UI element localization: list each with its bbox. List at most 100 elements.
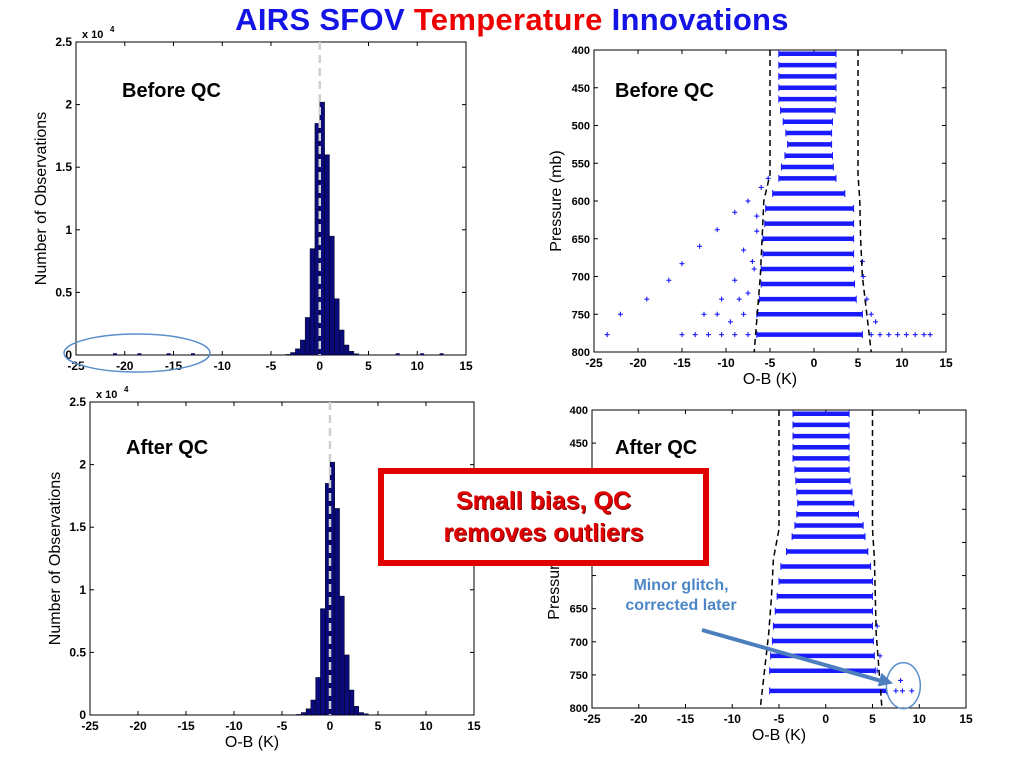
scatter-point: [736, 296, 742, 302]
scatter-point: [719, 332, 725, 338]
y-tick-label: 600: [572, 196, 590, 208]
scatter-point: [921, 332, 927, 338]
histogram-bar: [363, 713, 369, 716]
scatter-point: [909, 688, 915, 694]
callout-line-1: Small bias, QC: [455, 487, 632, 515]
histogram-bar: [304, 317, 311, 356]
title-part-3: Innovations: [611, 2, 789, 37]
scatter-point: [864, 296, 870, 302]
y-tick-label: 1: [65, 223, 72, 237]
glitch-highlight-ellipse: [885, 661, 922, 710]
scatter-point: [732, 277, 738, 283]
histogram-bar: [353, 353, 359, 356]
x-tick-label: -15: [677, 712, 695, 726]
x-tick-label: -20: [629, 356, 647, 370]
scatter-point: [679, 261, 685, 267]
x-tick-label: 0: [316, 359, 323, 373]
y-tick-label: 0.5: [69, 645, 86, 659]
y-tick-label: 650: [572, 234, 590, 246]
y-tick-label: 2.5: [55, 35, 72, 49]
annotation-note: Minor glitch, corrected later: [600, 576, 762, 616]
histogram-bar: [296, 714, 302, 716]
x-tick-label: 5: [375, 719, 382, 733]
histogram-bar: [358, 712, 364, 716]
y-tick-label: 400: [572, 45, 590, 57]
y-tick-label: 2: [79, 458, 86, 472]
y-tick-label: 400: [570, 405, 588, 417]
scatter-point: [874, 623, 880, 629]
histogram-bar: [349, 689, 355, 716]
histogram-bar: [300, 339, 306, 356]
scatter-point: [899, 688, 905, 694]
y-tick-label: 0: [79, 708, 86, 722]
x-tick-label: -10: [717, 356, 735, 370]
scatter-point: [701, 311, 707, 317]
scatter-point: [903, 332, 909, 338]
scatter-point: [751, 266, 757, 272]
histogram-bar: [339, 329, 345, 356]
scatter-point: [877, 332, 883, 338]
page-title: AIRS SFOV Temperature Innovations: [0, 2, 1024, 38]
annotation-line-1: Minor glitch,: [633, 577, 729, 594]
histogram-bar: [348, 351, 355, 356]
scatter-point: [666, 277, 672, 283]
panel-label: Before QC: [122, 80, 221, 102]
annotation-line-2: corrected later: [625, 597, 737, 614]
histogram-bar: [329, 235, 335, 356]
x-tick-label: -25: [81, 719, 99, 733]
x-tick-label: -5: [765, 356, 776, 370]
scatter-point: [912, 332, 918, 338]
y-tick-label: 700: [572, 272, 590, 284]
chart-panel-2: -25 -20 -15 -10 -5 0 5 10 15 400 450 500 550 600 650 70…: [548, 45, 953, 388]
y-tick-label: 0: [65, 348, 72, 362]
histogram-bar: [315, 677, 321, 716]
scatter-point: [927, 332, 933, 338]
envelope-right-line: [857, 50, 872, 353]
chart-panel-3: -25 -20 -15 -10 -5 0 5 10 15 0 0.5 1 1.5 2 2.5 Number o…: [47, 385, 481, 751]
y-multiplier-exponent: 4: [124, 385, 129, 394]
y-axis-label: Pressure (mb): [548, 150, 565, 251]
scatter-point: [873, 319, 879, 325]
x-tick-label: 0: [811, 356, 818, 370]
x-tick-label: 0: [327, 719, 334, 733]
scatter-point: [719, 296, 725, 302]
x-tick-label: -25: [67, 359, 85, 373]
x-tick-label: -5: [774, 712, 785, 726]
scatter-point: [714, 227, 720, 233]
histogram-bar: [353, 706, 359, 716]
scatter-point: [745, 290, 751, 296]
y-tick-label: 800: [570, 703, 588, 715]
histogram-bar: [285, 354, 291, 356]
scatter-point: [895, 332, 901, 338]
x-axis-label: O-B (K): [743, 371, 797, 388]
y-axis-label: Number of Observations: [33, 112, 50, 285]
x-tick-label: -10: [214, 359, 232, 373]
x-tick-label: -20: [129, 719, 147, 733]
y-tick-label: 700: [570, 637, 588, 649]
x-axis-label: O-B (K): [752, 727, 806, 744]
y-tick-label: 2: [65, 98, 72, 112]
x-tick-label: 5: [855, 356, 862, 370]
scatter-point: [754, 228, 760, 234]
scatter-point: [705, 332, 711, 338]
histogram-bar: [310, 699, 316, 716]
x-tick-label: -20: [630, 712, 648, 726]
x-axis-label: O-B (K): [225, 734, 279, 751]
x-tick-label: -15: [177, 719, 195, 733]
y-multiplier-label: x 10: [82, 29, 103, 41]
histogram-bar: [334, 298, 340, 356]
envelope-left-line: [753, 50, 771, 353]
y-tick-label: 750: [572, 309, 590, 321]
scatter-point: [860, 274, 866, 279]
histogram-bar: [344, 654, 350, 716]
x-tick-label: -25: [585, 356, 603, 370]
histogram-bar: [305, 708, 311, 716]
x-tick-label: -25: [583, 712, 601, 726]
histogram-bar: [295, 348, 301, 356]
scatter-point: [754, 213, 760, 219]
panel-label: After QC: [126, 437, 208, 459]
scatter-point: [732, 332, 738, 338]
scatter-point: [741, 311, 747, 317]
x-tick-label: 5: [365, 359, 372, 373]
